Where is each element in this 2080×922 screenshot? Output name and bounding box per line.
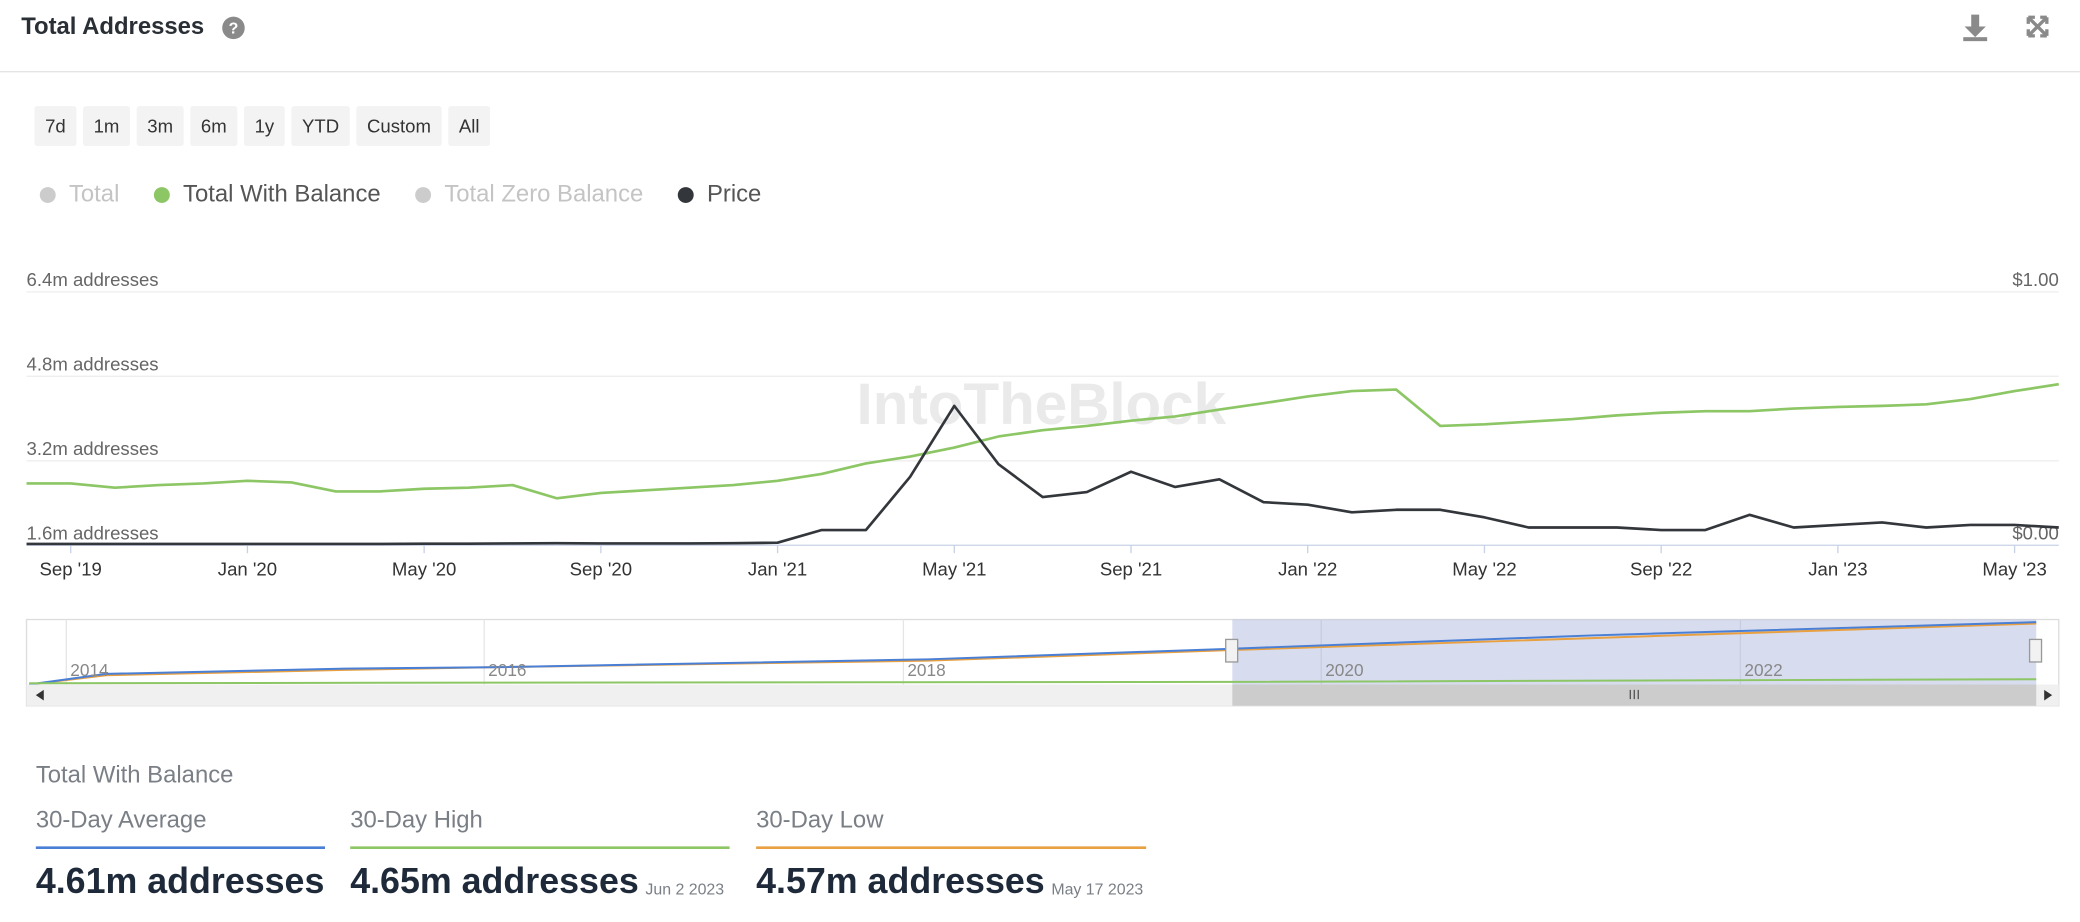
x-tick-label: Jan '21 bbox=[748, 558, 807, 579]
legend-marker bbox=[677, 187, 694, 203]
legend-marker bbox=[153, 187, 170, 203]
stats-title: Total With Balance bbox=[36, 761, 234, 788]
navigator: 2014 2016 2018 2020 2022 bbox=[25, 618, 2060, 707]
x-tick-label: Sep '19 bbox=[40, 558, 102, 579]
navigator-label: 2022 bbox=[1744, 660, 1782, 680]
range-button[interactable] bbox=[136, 106, 184, 146]
range-button-label: 3m bbox=[147, 115, 173, 136]
stat-label: 30-Day Low bbox=[756, 806, 884, 833]
svg-text:?: ? bbox=[229, 20, 239, 37]
watermark: IntoTheBlock bbox=[857, 372, 1227, 437]
range-button-label: 1y bbox=[255, 115, 275, 136]
range-button-label: 1m bbox=[94, 115, 120, 136]
series-line bbox=[26, 404, 2059, 546]
legend: Total Total With Balance Total Zero Balanc… bbox=[39, 180, 761, 207]
stat-date: May 17 2023 bbox=[1051, 881, 1143, 898]
x-tick-label: May '21 bbox=[922, 558, 986, 579]
range-button-label: Custom bbox=[367, 115, 431, 136]
stat-value: 4.57m addresses bbox=[756, 861, 1045, 901]
x-tick-label: May '23 bbox=[1982, 558, 2046, 579]
y2-tick-label: $1.00 bbox=[2012, 269, 2058, 290]
navigator-label: 2020 bbox=[1325, 660, 1363, 680]
download-icon[interactable] bbox=[1963, 14, 1988, 42]
navigator-label: 2018 bbox=[907, 660, 945, 680]
x-tick-label: Jan '23 bbox=[1808, 558, 1867, 579]
x-tick-label: Jan '20 bbox=[218, 558, 277, 579]
navigator-label: 2016 bbox=[488, 660, 526, 680]
legend-marker bbox=[415, 187, 432, 203]
range-button[interactable] bbox=[34, 106, 77, 146]
stats: 30-Day Average 4.61m addresses 30-Day High… bbox=[36, 806, 1147, 901]
y-tick-label: 1.6m addresses bbox=[27, 523, 159, 544]
range-button[interactable] bbox=[448, 106, 491, 146]
nav-handle[interactable] bbox=[2028, 638, 2043, 663]
range-button-label: YTD bbox=[302, 115, 339, 136]
range-button[interactable] bbox=[83, 106, 131, 146]
x-tick-label: May '22 bbox=[1452, 558, 1516, 579]
series-line bbox=[26, 382, 2059, 500]
fullscreen-icon[interactable] bbox=[2026, 15, 2049, 38]
x-tick-label: Jan '22 bbox=[1278, 558, 1337, 579]
range-button-label: 7d bbox=[45, 115, 66, 136]
stat-value: 4.61m addresses bbox=[36, 861, 325, 901]
stat-label: 30-Day High bbox=[350, 806, 483, 833]
x-tick-label: Sep '21 bbox=[1100, 558, 1162, 579]
y-tick-label: 4.8m addresses bbox=[27, 354, 159, 375]
y-tick-label: 3.2m addresses bbox=[27, 438, 159, 459]
legend-marker bbox=[39, 187, 56, 203]
legend-label[interactable]: Price bbox=[707, 180, 761, 207]
nav-handle[interactable] bbox=[1225, 638, 1239, 663]
y-tick-label: 6.4m addresses bbox=[27, 269, 159, 290]
x-tick-label: Sep '22 bbox=[1630, 558, 1692, 579]
plot: 1.6m addresses 3.2m addresses 4.8m address… bbox=[26, 269, 2059, 579]
help-icon[interactable]: ? bbox=[222, 16, 245, 40]
navigator-label: 2014 bbox=[70, 660, 109, 680]
scroll-left[interactable] bbox=[35, 689, 44, 701]
stat-label: 30-Day Average bbox=[36, 806, 207, 833]
legend-label[interactable]: Total bbox=[69, 180, 119, 207]
stat-date: Jun 2 2023 bbox=[645, 881, 724, 898]
legend-label[interactable]: Total Zero Balance bbox=[444, 180, 643, 207]
x-tick-label: Sep '20 bbox=[570, 558, 632, 579]
range-button[interactable] bbox=[356, 106, 442, 146]
range-buttons: 7d 1m 3m 6m 1y YTD Custom All bbox=[34, 106, 491, 146]
widget-title: Total Addresses bbox=[21, 13, 204, 40]
stat-value: 4.65m addresses bbox=[350, 861, 639, 901]
range-button-label: All bbox=[459, 115, 480, 136]
range-button-label: 6m bbox=[201, 115, 227, 136]
legend-label[interactable]: Total With Balance bbox=[183, 180, 381, 207]
range-button[interactable] bbox=[291, 106, 350, 146]
range-button[interactable] bbox=[243, 106, 285, 146]
range-button[interactable] bbox=[190, 106, 238, 146]
x-tick-label: May '20 bbox=[392, 558, 456, 579]
scroll-right[interactable] bbox=[2044, 689, 2053, 701]
